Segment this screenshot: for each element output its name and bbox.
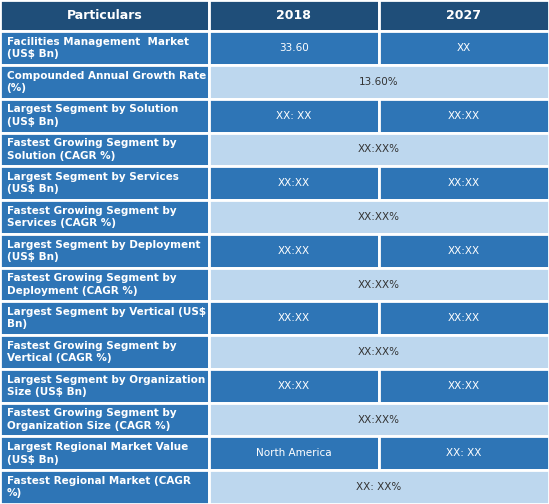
Text: Largest Segment by Deployment
(US$ Bn): Largest Segment by Deployment (US$ Bn) xyxy=(7,239,200,262)
Text: 13.60%: 13.60% xyxy=(359,77,399,87)
Bar xyxy=(379,301,549,335)
Text: Largest Segment by Vertical (US$
Bn): Largest Segment by Vertical (US$ Bn) xyxy=(7,307,206,330)
Bar xyxy=(379,436,549,470)
Bar xyxy=(0,369,209,403)
Text: Largest Segment by Services
(US$ Bn): Largest Segment by Services (US$ Bn) xyxy=(7,172,178,195)
Bar xyxy=(0,65,209,99)
Bar xyxy=(379,0,549,31)
Text: XX:XX%: XX:XX% xyxy=(358,280,400,289)
Bar xyxy=(0,99,209,133)
Bar xyxy=(209,200,549,234)
Text: XX: XX: XX: XX xyxy=(276,111,311,120)
Bar xyxy=(209,65,549,99)
Bar xyxy=(0,234,209,268)
Text: XX:XX: XX:XX xyxy=(448,381,480,391)
Text: Largest Regional Market Value
(US$ Bn): Largest Regional Market Value (US$ Bn) xyxy=(7,442,188,465)
Text: XX:XX: XX:XX xyxy=(448,313,480,323)
Bar xyxy=(0,335,209,369)
Text: XX:XX%: XX:XX% xyxy=(358,212,400,222)
Text: XX:XX: XX:XX xyxy=(448,246,480,256)
Bar xyxy=(0,31,209,65)
Text: Particulars: Particulars xyxy=(66,9,142,22)
Bar xyxy=(379,166,549,200)
Bar xyxy=(209,301,379,335)
Bar xyxy=(0,470,209,504)
Bar xyxy=(209,403,549,436)
Text: XX:XX: XX:XX xyxy=(278,178,310,188)
Bar xyxy=(0,0,209,31)
Bar xyxy=(0,200,209,234)
Text: Fastest Growing Segment by
Services (CAGR %): Fastest Growing Segment by Services (CAG… xyxy=(7,206,176,228)
Text: XX:XX: XX:XX xyxy=(278,381,310,391)
Text: Compounded Annual Growth Rate
(%): Compounded Annual Growth Rate (%) xyxy=(7,71,206,93)
Bar xyxy=(209,31,379,65)
Text: Facilities Management  Market
(US$ Bn): Facilities Management Market (US$ Bn) xyxy=(7,37,189,59)
Text: XX:XX: XX:XX xyxy=(448,111,480,120)
Bar xyxy=(209,470,549,504)
Bar xyxy=(209,166,379,200)
Text: 2027: 2027 xyxy=(446,9,481,22)
Bar xyxy=(379,369,549,403)
Bar xyxy=(379,99,549,133)
Bar xyxy=(379,234,549,268)
Text: Fastest Growing Segment by
Solution (CAGR %): Fastest Growing Segment by Solution (CAG… xyxy=(7,138,176,161)
Bar xyxy=(209,234,379,268)
Text: XX:XX: XX:XX xyxy=(278,246,310,256)
Text: XX:XX%: XX:XX% xyxy=(358,415,400,424)
Bar xyxy=(0,133,209,166)
Bar xyxy=(0,301,209,335)
Text: XX: XX xyxy=(457,43,471,53)
Bar xyxy=(379,31,549,65)
Bar xyxy=(209,369,379,403)
Bar xyxy=(209,335,549,369)
Bar xyxy=(209,268,549,301)
Text: Fastest Growing Segment by
Vertical (CAGR %): Fastest Growing Segment by Vertical (CAG… xyxy=(7,341,176,363)
Bar xyxy=(209,436,379,470)
Text: Fastest Growing Segment by
Organization Size (CAGR %): Fastest Growing Segment by Organization … xyxy=(7,408,176,431)
Bar xyxy=(0,436,209,470)
Text: North America: North America xyxy=(256,449,332,458)
Text: 33.60: 33.60 xyxy=(279,43,309,53)
Text: XX:XX: XX:XX xyxy=(278,313,310,323)
Text: XX: XX%: XX: XX% xyxy=(356,482,401,492)
Bar xyxy=(209,0,379,31)
Text: Fastest Regional Market (CAGR
%): Fastest Regional Market (CAGR %) xyxy=(7,476,191,498)
Text: Fastest Growing Segment by
Deployment (CAGR %): Fastest Growing Segment by Deployment (C… xyxy=(7,273,176,296)
Bar xyxy=(209,99,379,133)
Text: XX:XX%: XX:XX% xyxy=(358,347,400,357)
Text: XX:XX%: XX:XX% xyxy=(358,145,400,154)
Text: XX:XX: XX:XX xyxy=(448,178,480,188)
Text: XX: XX: XX: XX xyxy=(446,449,481,458)
Text: 2018: 2018 xyxy=(276,9,311,22)
Text: Largest Segment by Organization
Size (US$ Bn): Largest Segment by Organization Size (US… xyxy=(7,374,205,397)
Bar xyxy=(209,133,549,166)
Bar xyxy=(0,403,209,436)
Bar xyxy=(0,166,209,200)
Bar xyxy=(0,268,209,301)
Text: Largest Segment by Solution
(US$ Bn): Largest Segment by Solution (US$ Bn) xyxy=(7,104,178,127)
